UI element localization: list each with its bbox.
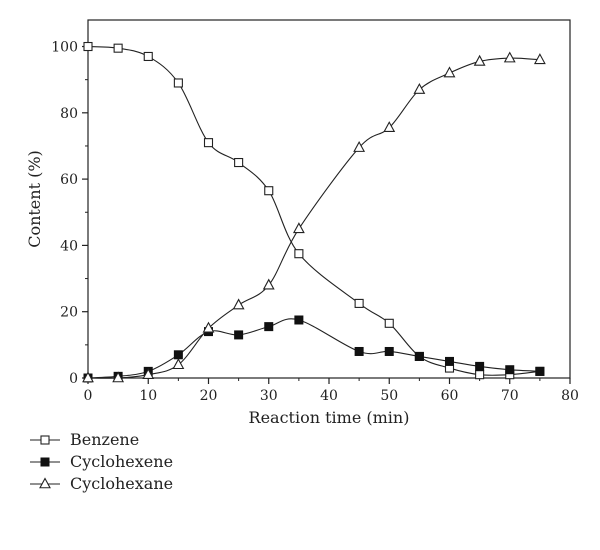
legend-cyclohexane-marker (39, 477, 51, 489)
legend-item-cyclohexene: Cyclohexene (30, 452, 173, 471)
cyclohexene-marker (294, 315, 304, 325)
cyclohexane-marker (142, 368, 155, 379)
series-benzene (83, 41, 545, 380)
benzene-marker (203, 138, 214, 148)
cyclohexane-marker (443, 66, 456, 78)
legend-cyclohexene-marker (40, 457, 50, 467)
cyclohexene-marker (234, 330, 244, 340)
legend-label-benzene: Benzene (70, 430, 139, 449)
x-tick-label: 60 (441, 388, 459, 404)
cyclohexane-marker (112, 371, 125, 383)
benzene-marker (264, 186, 274, 196)
benzene-marker (173, 78, 183, 88)
y-tick-label: 60 (60, 172, 78, 188)
legend: Benzene Cyclohexene Cyclohexane (30, 430, 173, 493)
y-tick-label: 0 (69, 371, 78, 387)
benzene-marker (475, 370, 485, 380)
cyclohexene-marker (445, 356, 454, 366)
cyclohexane-marker (262, 278, 275, 290)
x-tick-label: 0 (84, 388, 93, 404)
cyclohexene-marker (384, 346, 394, 356)
axis-ticks: 0 10 20 30 40 50 60 70 80 0 20 40 60 80 100 (51, 40, 579, 404)
benzene-marker (113, 43, 123, 53)
series-cyclohexene (83, 315, 545, 383)
y-tick-label: 40 (60, 238, 78, 254)
cyclohexane-marker (383, 121, 396, 133)
x-tick-label: 20 (200, 388, 218, 404)
cyclohexane-marker (172, 358, 185, 370)
cyclohexane-marker (413, 82, 426, 94)
cyclohexene-marker (414, 351, 424, 361)
x-tick-label: 50 (380, 388, 398, 404)
cyclohexane-marker (473, 54, 486, 66)
plot-border (87, 19, 571, 379)
series-line-cyclohexane (87, 57, 540, 379)
cyclohexane-marker (82, 371, 94, 383)
benzene-marker (384, 318, 394, 328)
plot-frame (87, 19, 571, 379)
benzene-marker (83, 41, 93, 52)
benzene-marker (294, 249, 304, 259)
cyclohexane-marker (232, 298, 245, 310)
cyclohexane-marker (202, 321, 215, 333)
series-line-cyclohexene (87, 318, 540, 379)
y-tick-label: 80 (60, 106, 78, 122)
x-tick-label: 80 (561, 388, 579, 404)
x-tick-label: 70 (501, 388, 519, 404)
benzene-marker (143, 51, 153, 62)
cyclohexene-marker (475, 361, 485, 371)
x-tick-label: 30 (260, 388, 278, 404)
cyclohexane-marker (353, 140, 366, 152)
legend-label-cyclohexene: Cyclohexene (70, 452, 173, 471)
series-cyclohexane (82, 51, 546, 383)
x-axis-label: Reaction time (min) (249, 408, 410, 427)
y-tick-label: 100 (51, 40, 78, 56)
legend-item-benzene: Benzene (30, 430, 139, 449)
benzene-marker (234, 157, 244, 168)
benzene-marker (354, 298, 364, 308)
cyclohexene-marker (505, 365, 515, 375)
y-axis-label: Content (%) (25, 150, 44, 248)
cyclohexene-marker (173, 350, 183, 360)
x-tick-label: 10 (139, 388, 157, 404)
legend-benzene-marker (40, 435, 50, 445)
legend-label-cyclohexane: Cyclohexane (70, 474, 173, 493)
cyclohexene-marker (535, 366, 545, 376)
cyclohexene-marker (354, 346, 364, 356)
cyclohexane-marker (503, 51, 516, 63)
cyclohexane-marker (292, 222, 305, 234)
cyclohexane-marker (533, 53, 546, 65)
x-tick-label: 40 (320, 388, 338, 404)
cyclohexene-marker (264, 322, 274, 332)
series-layer (82, 41, 546, 383)
series-line-benzene (87, 45, 540, 376)
y-tick-label: 20 (60, 305, 78, 321)
legend-item-cyclohexane: Cyclohexane (30, 474, 173, 493)
